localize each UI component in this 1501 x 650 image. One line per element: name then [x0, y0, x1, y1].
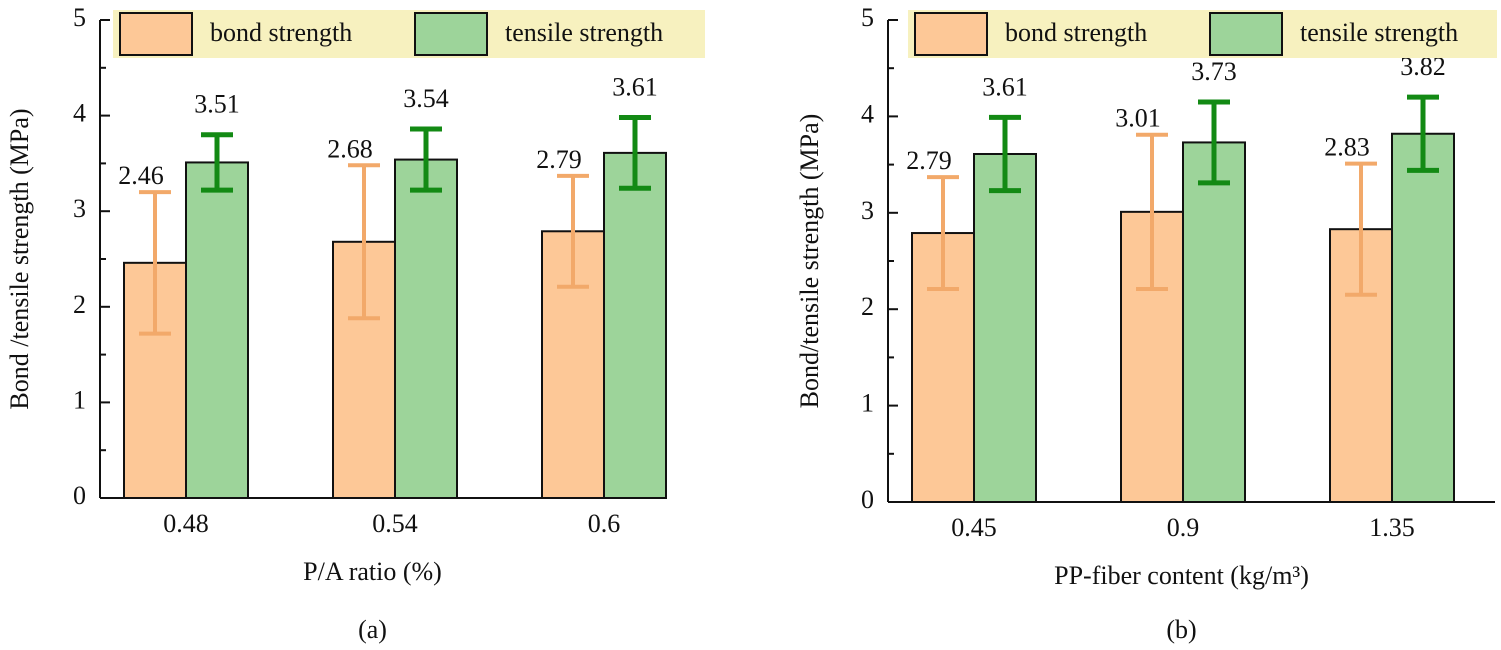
x-tick-label: 0.45 — [951, 513, 997, 542]
value-label: 3.01 — [1115, 104, 1161, 133]
bar — [1182, 141, 1246, 503]
value-label: 3.61 — [612, 72, 658, 101]
legend-box — [908, 10, 1497, 58]
x-tick-label: 0.48 — [163, 509, 209, 538]
legend-swatch — [914, 12, 988, 56]
value-label: 3.51 — [194, 90, 240, 119]
y-tick-label: 3 — [73, 194, 86, 223]
y-tick-label: 2 — [861, 292, 874, 321]
y-tick-label: 5 — [73, 3, 86, 32]
value-label: 2.79 — [906, 146, 952, 175]
x-axis-label: P/A ratio (%) — [303, 557, 442, 586]
legend-swatch — [119, 12, 193, 56]
y-tick-label: 1 — [861, 389, 874, 418]
caption: (a) — [358, 615, 387, 644]
bar — [1391, 132, 1455, 503]
x-tick-label: 0.6 — [588, 509, 621, 538]
y-tick-label: 0 — [73, 481, 86, 510]
y-axis-label: Bond /tensile strength (MPa) — [5, 108, 34, 409]
y-tick-label: 4 — [73, 99, 86, 128]
y-tick-label: 2 — [73, 290, 86, 319]
caption: (b) — [1166, 615, 1196, 644]
legend-label: tensile strength — [505, 18, 663, 47]
y-tick-label: 5 — [861, 3, 874, 32]
value-label: 2.79 — [536, 145, 582, 174]
value-label: 3.61 — [982, 72, 1028, 101]
bar — [603, 151, 667, 499]
legend-label: tensile strength — [1300, 18, 1458, 47]
bar — [185, 161, 249, 499]
legend-label: bond strength — [1005, 18, 1147, 47]
x-tick-label: 1.35 — [1369, 513, 1415, 542]
value-label: 2.83 — [1324, 133, 1370, 162]
x-tick-label: 0.9 — [1167, 513, 1200, 542]
value-label: 2.46 — [118, 161, 164, 190]
value-label: 3.73 — [1191, 57, 1237, 86]
x-tick-label: 0.54 — [372, 509, 418, 538]
y-tick-label: 3 — [861, 196, 874, 225]
y-tick-label: 4 — [861, 99, 874, 128]
value-label: 3.54 — [403, 84, 449, 113]
legend-swatch — [414, 12, 488, 56]
y-axis-label: Bond/tensile strength (MPa) — [795, 114, 824, 409]
legend-swatch — [1209, 12, 1283, 56]
bar — [973, 152, 1037, 503]
x-axis-label: PP-fiber content (kg/m³) — [1054, 561, 1309, 590]
bar — [394, 158, 458, 500]
y-tick-label: 1 — [73, 385, 86, 414]
value-label: 2.68 — [327, 134, 373, 163]
legend-label: bond strength — [210, 18, 352, 47]
legend-box — [113, 10, 705, 58]
y-tick-label: 0 — [861, 485, 874, 514]
